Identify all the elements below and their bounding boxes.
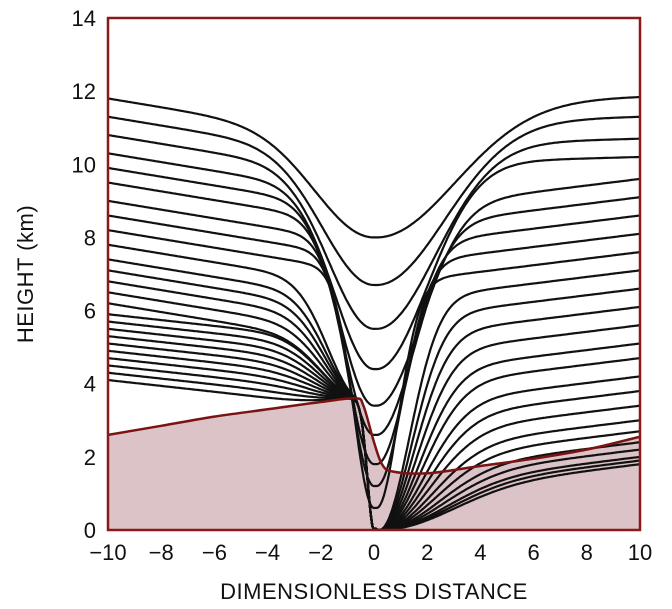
- plot-frame: [106, 16, 642, 532]
- streamline: [108, 280, 640, 530]
- streamline: [108, 291, 640, 530]
- y-tick-label: 10: [72, 152, 96, 177]
- x-tick-label: 8: [581, 540, 593, 565]
- streamline: [108, 243, 640, 530]
- streamline: [108, 379, 640, 530]
- streamline: [108, 258, 640, 530]
- plot-area: [106, 16, 642, 532]
- x-tick-label: 10: [628, 540, 652, 565]
- streamline: [108, 371, 640, 530]
- streamline: [108, 302, 640, 530]
- shaded-region-boundary: [108, 396, 640, 475]
- streamline: [108, 342, 640, 530]
- streamlines: [108, 95, 640, 530]
- x-tick-label: −2: [308, 540, 333, 565]
- streamline: [108, 214, 640, 488]
- streamline: [108, 269, 640, 530]
- streamline: [108, 199, 640, 466]
- x-axis: −10 −8 −6 −4 −2 0 2 4 6 8 10: [89, 540, 652, 565]
- x-tick-label: 0: [368, 540, 380, 565]
- streamline: [108, 133, 640, 330]
- y-tick-label: 2: [84, 445, 96, 470]
- streamline: [108, 335, 640, 530]
- x-tick-label: −10: [89, 540, 126, 565]
- y-tick-label: 12: [72, 79, 96, 104]
- x-tick-label: 2: [421, 540, 433, 565]
- y-tick-label: 6: [84, 299, 96, 324]
- streamline: [108, 364, 640, 530]
- x-tick-label: 6: [527, 540, 539, 565]
- streamline: [108, 95, 640, 239]
- y-tick-label: 0: [84, 518, 96, 543]
- x-tick-label: 4: [474, 540, 486, 565]
- streamline: [108, 349, 640, 530]
- x-tick-label: −4: [255, 540, 280, 565]
- streamline: [108, 181, 640, 436]
- streamline: [108, 327, 640, 530]
- y-axis: 0 2 4 6 8 10 12 14: [72, 6, 96, 543]
- streamline: [108, 313, 640, 530]
- y-axis-title: HEIGHT (km): [13, 205, 38, 343]
- streamline: [108, 152, 640, 371]
- streamline: [108, 229, 640, 510]
- streamline: [108, 320, 640, 530]
- y-tick-label: 4: [84, 372, 96, 397]
- x-axis-title: DIMENSIONLESS DISTANCE: [220, 579, 528, 604]
- y-tick-label: 8: [84, 225, 96, 250]
- x-tick-label: −8: [149, 540, 174, 565]
- streamline: [108, 166, 640, 407]
- x-tick-label: −6: [202, 540, 227, 565]
- streamline: [108, 115, 640, 287]
- y-tick-label: 14: [72, 6, 96, 31]
- streamline: [108, 357, 640, 530]
